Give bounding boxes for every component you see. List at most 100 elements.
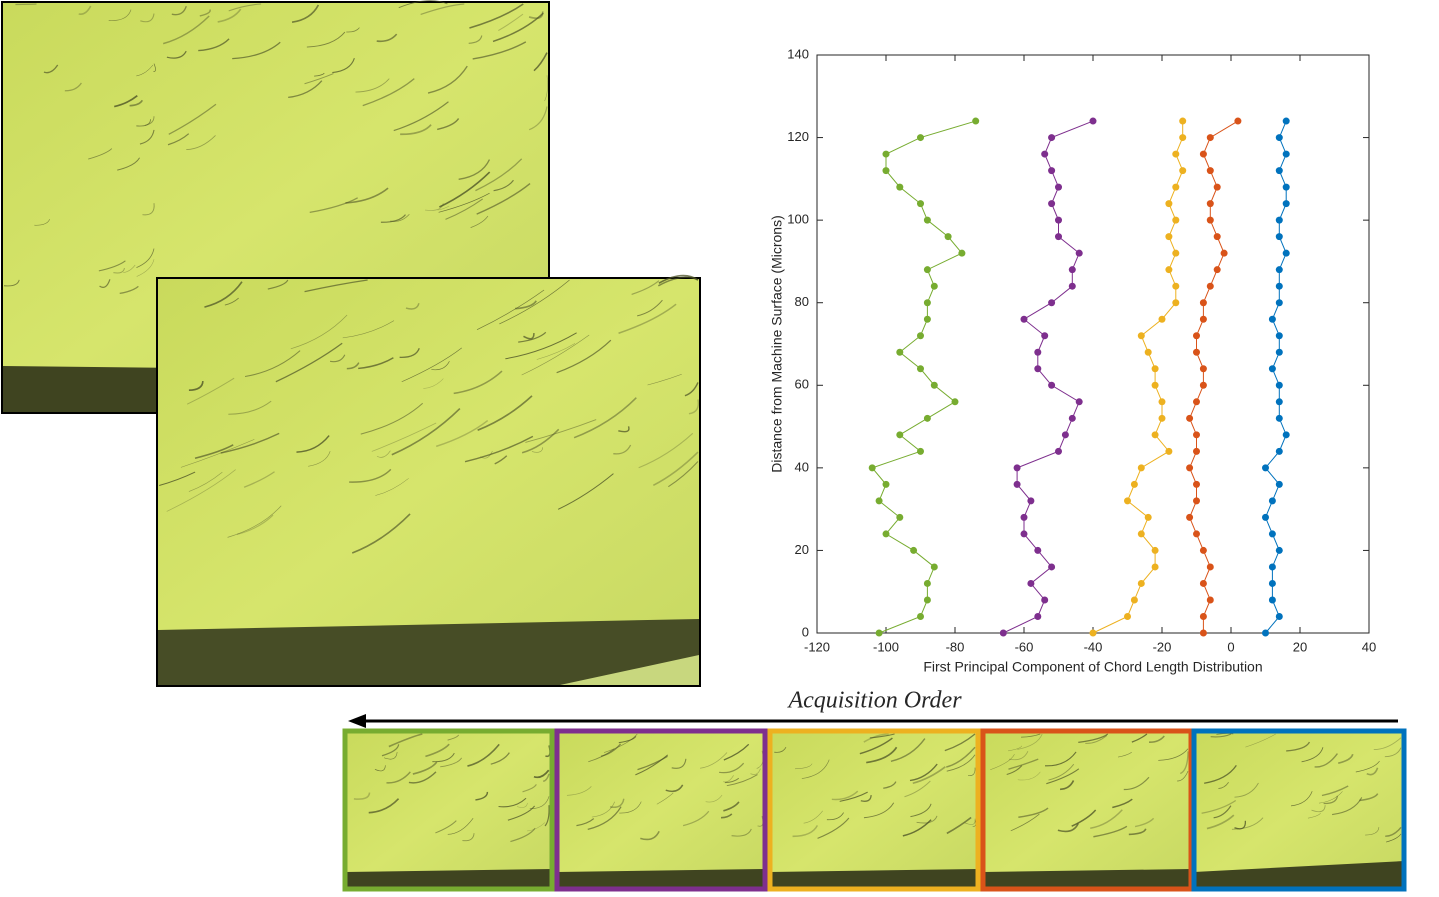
data-point bbox=[1138, 530, 1145, 537]
data-point bbox=[1048, 299, 1055, 306]
data-point bbox=[1200, 316, 1207, 323]
x-tick-label: 20 bbox=[1293, 639, 1307, 654]
data-point bbox=[876, 630, 883, 637]
data-point bbox=[1055, 217, 1062, 224]
data-point bbox=[1269, 530, 1276, 537]
data-point bbox=[1269, 596, 1276, 603]
data-point bbox=[1193, 349, 1200, 356]
data-point bbox=[896, 514, 903, 521]
data-point bbox=[896, 184, 903, 191]
data-point bbox=[1276, 613, 1283, 620]
data-point bbox=[1193, 530, 1200, 537]
data-point bbox=[1034, 365, 1041, 372]
data-point bbox=[917, 613, 924, 620]
y-tick-label: 20 bbox=[795, 542, 809, 557]
data-point bbox=[876, 497, 883, 504]
data-point bbox=[1276, 266, 1283, 273]
data-point bbox=[1048, 200, 1055, 207]
data-point bbox=[1172, 283, 1179, 290]
data-point bbox=[1193, 497, 1200, 504]
data-point bbox=[883, 167, 890, 174]
data-point bbox=[1200, 151, 1207, 158]
data-point bbox=[1152, 547, 1159, 554]
data-point bbox=[1076, 250, 1083, 257]
data-point bbox=[1090, 630, 1097, 637]
thumbnail-edge bbox=[557, 869, 765, 889]
data-point bbox=[1193, 398, 1200, 405]
data-point bbox=[1283, 151, 1290, 158]
data-point bbox=[931, 382, 938, 389]
data-point bbox=[1200, 613, 1207, 620]
y-tick-label: 140 bbox=[787, 46, 809, 61]
data-point bbox=[1214, 184, 1221, 191]
data-point bbox=[1159, 398, 1166, 405]
data-point bbox=[1165, 200, 1172, 207]
data-point bbox=[1055, 184, 1062, 191]
data-point bbox=[1165, 266, 1172, 273]
x-tick-label: -20 bbox=[1153, 639, 1172, 654]
data-point bbox=[1262, 630, 1269, 637]
data-point bbox=[1207, 200, 1214, 207]
data-point bbox=[1152, 382, 1159, 389]
data-point bbox=[896, 349, 903, 356]
data-point bbox=[1034, 349, 1041, 356]
data-point bbox=[1276, 349, 1283, 356]
data-point bbox=[1262, 514, 1269, 521]
thumbnail bbox=[770, 731, 978, 889]
data-point bbox=[1221, 250, 1228, 257]
data-point bbox=[883, 481, 890, 488]
data-point bbox=[1027, 497, 1034, 504]
data-point bbox=[1207, 167, 1214, 174]
data-point bbox=[924, 596, 931, 603]
data-point bbox=[1069, 266, 1076, 273]
y-tick-label: 60 bbox=[795, 377, 809, 392]
data-point bbox=[1193, 332, 1200, 339]
chart: First Principal Component of Chord Lengt… bbox=[769, 46, 1377, 674]
data-point bbox=[1000, 630, 1007, 637]
data-point bbox=[1276, 299, 1283, 306]
data-point bbox=[924, 316, 931, 323]
data-point bbox=[1207, 563, 1214, 570]
data-point bbox=[1034, 547, 1041, 554]
arrow-head bbox=[348, 714, 366, 728]
data-point bbox=[1138, 580, 1145, 587]
thumbnail bbox=[345, 731, 552, 889]
data-point bbox=[1041, 332, 1048, 339]
data-point bbox=[1152, 365, 1159, 372]
data-point bbox=[1262, 464, 1269, 471]
y-axis-label: Distance from Machine Surface (Microns) bbox=[769, 215, 785, 473]
x-axis-label: First Principal Component of Chord Lengt… bbox=[923, 659, 1262, 675]
data-point bbox=[1021, 514, 1028, 521]
data-point bbox=[1048, 382, 1055, 389]
thumbnails bbox=[345, 731, 1404, 889]
data-point bbox=[1276, 283, 1283, 290]
data-point bbox=[1207, 134, 1214, 141]
data-point bbox=[1124, 497, 1131, 504]
data-point bbox=[917, 365, 924, 372]
data-point bbox=[1179, 167, 1186, 174]
data-point bbox=[1269, 563, 1276, 570]
data-point bbox=[1145, 349, 1152, 356]
data-point bbox=[1131, 596, 1138, 603]
data-point bbox=[1214, 266, 1221, 273]
data-point bbox=[1276, 448, 1283, 455]
data-point bbox=[1027, 580, 1034, 587]
x-tick-label: -80 bbox=[946, 639, 965, 654]
thumbnail-edge bbox=[770, 869, 978, 889]
arrow-label: Acquisition Order bbox=[786, 688, 962, 714]
data-point bbox=[1269, 316, 1276, 323]
data-point bbox=[1152, 563, 1159, 570]
data-point bbox=[1207, 283, 1214, 290]
data-point bbox=[931, 563, 938, 570]
data-point bbox=[1193, 431, 1200, 438]
data-point bbox=[1069, 283, 1076, 290]
data-point bbox=[972, 118, 979, 125]
data-point bbox=[1276, 332, 1283, 339]
data-point bbox=[1283, 250, 1290, 257]
data-point bbox=[1276, 382, 1283, 389]
data-point bbox=[1214, 233, 1221, 240]
data-point bbox=[1200, 630, 1207, 637]
data-point bbox=[1276, 233, 1283, 240]
plot-area bbox=[817, 55, 1369, 633]
